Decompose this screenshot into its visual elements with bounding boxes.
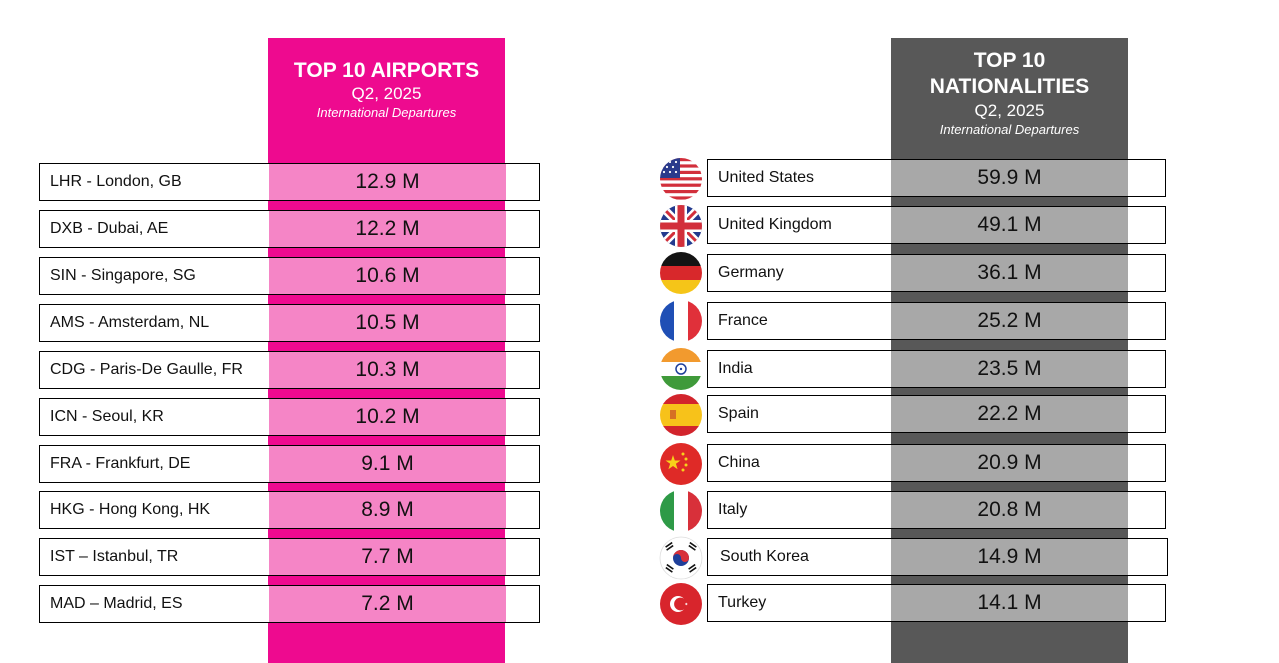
airport-label: MAD – Madrid, ES [50, 595, 183, 612]
nationalities-period: Q2, 2025 [974, 101, 1045, 120]
airport-label: SIN - Singapore, SG [50, 267, 196, 284]
airport-value: 9.1 M [269, 446, 506, 482]
nationality-value: 49.1 M [891, 207, 1128, 243]
airport-value: 7.2 M [269, 586, 506, 622]
spain-flag-icon [659, 393, 703, 437]
airport-label: HKG - Hong Kong, HK [50, 501, 211, 518]
airport-row: ICN - Seoul, KR 10.2 M [39, 398, 540, 436]
airport-label: ICN - Seoul, KR [50, 408, 164, 425]
airports-subtitle: International Departures [316, 105, 457, 120]
airports-period: Q2, 2025 [351, 84, 422, 103]
nationality-label: India [718, 360, 753, 377]
airport-value: 7.7 M [269, 539, 506, 575]
uk-flag-icon [659, 204, 703, 248]
nationality-row: China 20.9 M [707, 444, 1166, 482]
nationalities-subtitle: International Departures [939, 122, 1080, 137]
airport-value: 8.9 M [269, 492, 506, 528]
nationality-value: 20.9 M [891, 445, 1128, 481]
airport-label: CDG - Paris-De Gaulle, FR [50, 361, 243, 378]
airport-value: 10.6 M [269, 258, 506, 294]
airport-label: FRA - Frankfurt, DE [50, 455, 191, 472]
airport-label: LHR - London, GB [50, 173, 182, 190]
nationality-label: France [718, 312, 768, 329]
nationality-label: Germany [718, 264, 784, 281]
nationality-label: United Kingdom [718, 216, 832, 233]
airport-row: SIN - Singapore, SG 10.6 M [39, 257, 540, 295]
airport-label: DXB - Dubai, AE [50, 220, 169, 237]
airports-title: TOP 10 AIRPORTS [293, 59, 480, 82]
nationality-value: 14.9 M [891, 539, 1128, 575]
nationality-value: 14.1 M [891, 585, 1128, 621]
france-flag-icon [659, 299, 703, 343]
airport-row: LHR - London, GB 12.9 M [39, 163, 540, 201]
nationality-value: 36.1 M [891, 255, 1128, 291]
nationality-row: India 23.5 M [707, 350, 1166, 388]
airport-value: 10.2 M [269, 399, 506, 435]
turkey-flag-icon [659, 582, 703, 626]
india-flag-icon [659, 347, 703, 391]
nationality-row: Italy 20.8 M [707, 491, 1166, 529]
nationality-row: South Korea 14.9 M [707, 538, 1168, 576]
airport-row: CDG - Paris-De Gaulle, FR 10.3 M [39, 351, 540, 389]
airport-label: IST – Istanbul, TR [50, 548, 179, 565]
nationality-row: United States 59.9 M [707, 159, 1166, 197]
nationality-label: Italy [718, 501, 748, 518]
airport-value: 10.3 M [269, 352, 506, 388]
airport-row: IST – Istanbul, TR 7.7 M [39, 538, 540, 576]
nationalities-title: TOP 10 NATIONALITIES [891, 48, 1128, 100]
nationalities-header: TOP 10 NATIONALITIES Q2, 2025 Internatio… [891, 38, 1128, 138]
china-flag-icon [659, 442, 703, 486]
airport-row: DXB - Dubai, AE 12.2 M [39, 210, 540, 248]
nationality-label: South Korea [720, 548, 809, 565]
nationality-row: Germany 36.1 M [707, 254, 1166, 292]
nationality-row: Spain 22.2 M [707, 395, 1166, 433]
airport-label: AMS - Amsterdam, NL [50, 314, 210, 331]
airport-row: AMS - Amsterdam, NL 10.5 M [39, 304, 540, 342]
nationality-value: 25.2 M [891, 303, 1128, 339]
germany-flag-icon [659, 251, 703, 295]
airport-value: 10.5 M [269, 305, 506, 341]
nationality-value: 22.2 M [891, 396, 1128, 432]
nationalities-title-line2: NATIONALITIES [929, 75, 1090, 98]
airport-row: HKG - Hong Kong, HK 8.9 M [39, 491, 540, 529]
nationality-value: 23.5 M [891, 351, 1128, 387]
italy-flag-icon [659, 489, 703, 533]
south-korea-flag-icon [659, 536, 703, 580]
nationality-value: 20.8 M [891, 492, 1128, 528]
nationality-row: France 25.2 M [707, 302, 1166, 340]
nationality-value: 59.9 M [891, 160, 1128, 196]
airport-row: FRA - Frankfurt, DE 9.1 M [39, 445, 540, 483]
airport-value: 12.9 M [269, 164, 506, 200]
nationality-label: China [718, 454, 760, 471]
nationality-label: United States [718, 169, 815, 186]
nationality-label: Spain [718, 405, 759, 422]
nationality-row: Turkey 14.1 M [707, 584, 1166, 622]
nationality-label: Turkey [718, 594, 767, 611]
nationality-row: United Kingdom 49.1 M [707, 206, 1166, 244]
airports-header: TOP 10 AIRPORTS Q2, 2025 International D… [268, 38, 505, 121]
airport-row: MAD – Madrid, ES 7.2 M [39, 585, 540, 623]
nationalities-title-line1: TOP 10 [973, 49, 1046, 72]
airport-value: 12.2 M [269, 211, 506, 247]
us-flag-icon [659, 157, 703, 201]
